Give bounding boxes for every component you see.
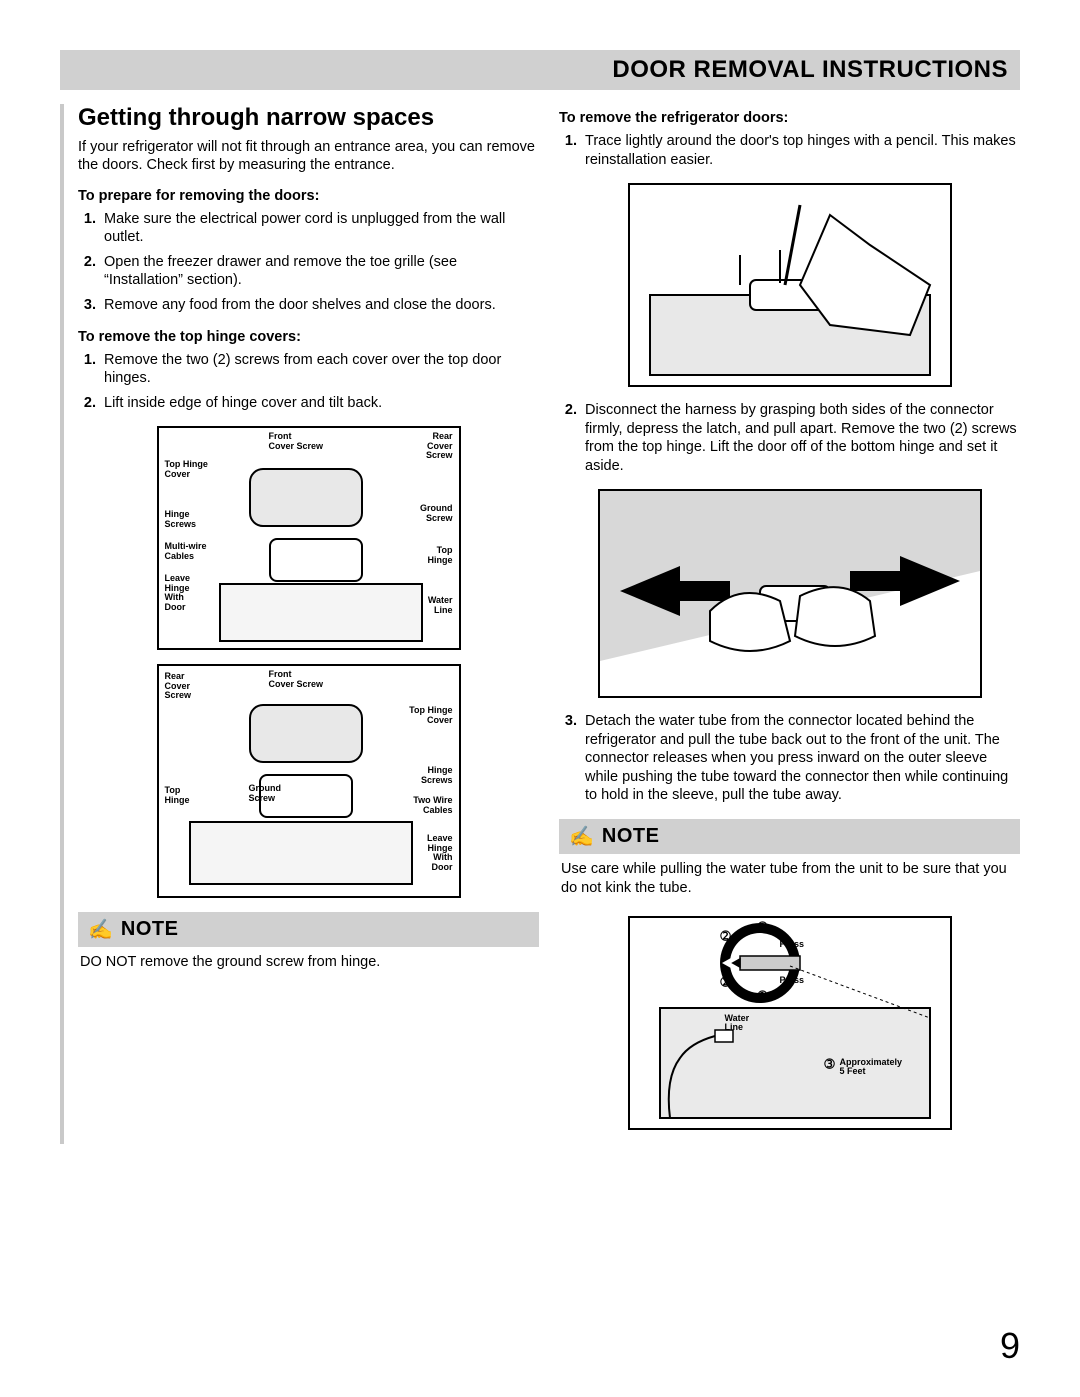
remove-doors-steps-3: Detach the water tube from the connector… (559, 712, 1020, 805)
list-item: Lift inside edge of hinge cover and tilt… (100, 394, 539, 413)
list-item: Make sure the electrical power cord is u… (100, 210, 539, 247)
label-top-hinge: Top Hinge (427, 546, 452, 565)
two-column-layout: Getting through narrow spaces If your re… (60, 104, 1020, 1144)
label-hinge-screws-b: Hinge Screws (421, 766, 453, 785)
figure-water-tube: ➀ ➁ Press ➁ ➀ Press Water Line ➂ Approxi… (628, 916, 952, 1130)
label-hinge-screws: Hinge Screws (165, 510, 197, 529)
label-top-hinge-cover-b: Top Hinge Cover (409, 706, 452, 725)
section-header-title: DOOR REMOVAL INSTRUCTIONS (612, 56, 1008, 84)
label-n1-top: ➀ (758, 921, 768, 934)
label-ground-screw: Ground Screw (420, 504, 453, 523)
label-front-cover-screw-b: Front Cover Screw (269, 670, 324, 689)
list-item: Detach the water tube from the connector… (581, 712, 1020, 805)
label-n2-btm: ➁ (721, 976, 731, 989)
label-press-btm: Press (780, 976, 805, 985)
note-icon: ✍ (569, 827, 594, 847)
manual-page: DOOR REMOVAL INSTRUCTIONS Getting throug… (0, 0, 1080, 1397)
label-two-wire-b: Two Wire Cables (413, 796, 452, 815)
note-right: ✍ NOTE Use care while pulling the water … (559, 819, 1020, 898)
hinge-covers-steps: Remove the two (2) screws from each cove… (78, 351, 539, 413)
remove-doors-steps-2: Disconnect the harness by grasping both … (559, 401, 1020, 475)
figure-disconnect-harness (598, 489, 982, 698)
section-header-bar: DOOR REMOVAL INSTRUCTIONS (60, 50, 1020, 90)
prepare-steps: Make sure the electrical power cord is u… (78, 210, 539, 315)
label-press-top: Press (780, 940, 805, 949)
label-n1-btm: ➀ (758, 990, 768, 1003)
figure-trace-hinge (628, 183, 952, 387)
list-item: Open the freezer drawer and remove the t… (100, 253, 539, 290)
label-leave-hinge: Leave Hinge With Door (165, 574, 191, 612)
note-left: ✍ NOTE DO NOT remove the ground screw fr… (78, 912, 539, 972)
label-ground-screw-b: Ground Screw (249, 784, 282, 803)
note-body: DO NOT remove the ground screw from hing… (78, 947, 539, 972)
label-n2-left: ➁ (721, 930, 731, 943)
page-number: 9 (1000, 1325, 1020, 1367)
label-water-line: Water Line (725, 1014, 750, 1033)
label-top-hinge-cover: Top Hinge Cover (165, 460, 208, 479)
note-header-right: ✍ NOTE (559, 819, 1020, 854)
list-item: Remove the two (2) screws from each cove… (100, 351, 539, 388)
remove-doors-heading: To remove the refrigerator doors: (559, 110, 1020, 126)
label-water-line: Water Line (428, 596, 453, 615)
prepare-heading: To prepare for removing the doors: (78, 188, 539, 204)
remove-doors-steps-1: Trace lightly around the door's top hing… (559, 132, 1020, 169)
note-title: NOTE (121, 918, 179, 941)
hinge-covers-heading: To remove the top hinge covers: (78, 329, 539, 345)
label-rear-cover-screw: Rear Cover Screw (426, 432, 453, 460)
label-top-hinge-b: Top Hinge (165, 786, 190, 805)
label-front-cover-screw: Front Cover Screw (269, 432, 324, 451)
label-leave-hinge-b: Leave Hinge With Door (427, 834, 453, 872)
note-header: ✍ NOTE (78, 912, 539, 947)
list-item: Disconnect the harness by grasping both … (581, 401, 1020, 475)
right-column: To remove the refrigerator doors: Trace … (559, 104, 1020, 1144)
trace-hinge-svg (630, 185, 950, 385)
label-approx: Approximately 5 Feet (840, 1058, 903, 1077)
list-item: Trace lightly around the door's top hing… (581, 132, 1020, 169)
note-icon: ✍ (88, 920, 113, 940)
list-item: Remove any food from the door shelves an… (100, 296, 539, 315)
figure-hinge-cover-left: Front Cover Screw Rear Cover Screw Top H… (157, 426, 461, 650)
left-column: Getting through narrow spaces If your re… (60, 104, 539, 1144)
water-tube-svg (630, 918, 950, 1128)
disconnect-harness-svg (600, 491, 980, 696)
section-title: Getting through narrow spaces (78, 104, 539, 132)
label-n3: ➂ (825, 1058, 835, 1071)
label-multi-wire: Multi-wire Cables (165, 542, 207, 561)
note-body: Use care while pulling the water tube fr… (559, 854, 1020, 898)
note-title: NOTE (602, 825, 660, 848)
figure-hinge-cover-right: Rear Cover Screw Front Cover Screw Top H… (157, 664, 461, 898)
intro-paragraph: If your refrigerator will not fit throug… (78, 138, 539, 174)
label-rear-cover-screw-b: Rear Cover Screw (165, 672, 192, 700)
